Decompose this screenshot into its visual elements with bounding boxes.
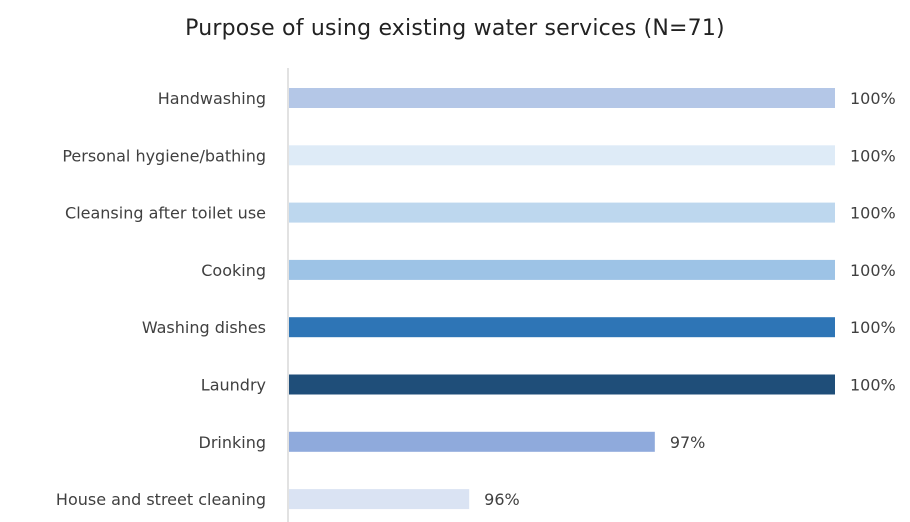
bar-laundry [289, 374, 835, 395]
category-label: House and street cleaning [56, 490, 266, 509]
category-label: Drinking [199, 433, 267, 452]
category-label: Laundry [201, 376, 266, 395]
data-label: 100% [850, 89, 896, 108]
data-label: 100% [850, 204, 896, 223]
bar-cooking [289, 259, 835, 280]
data-label: 97% [670, 433, 706, 452]
labels-layer: Handwashing 100% Personal hygiene/bathing 1… [56, 89, 896, 509]
bar-house-and-street-cleaning [289, 489, 470, 510]
data-label: 100% [850, 146, 896, 165]
bar-washing-dishes [289, 317, 835, 338]
category-label: Handwashing [158, 89, 266, 108]
category-label: Cooking [201, 261, 266, 280]
bar-handwashing [289, 88, 835, 108]
chart-title: Purpose of using existing water services… [185, 16, 725, 41]
bar-drinking [289, 431, 655, 452]
bar-cleansing-after-toilet-use [289, 202, 835, 223]
data-label: 100% [850, 318, 896, 337]
category-label: Washing dishes [142, 318, 266, 337]
bar-personal-hygiene-bathing [289, 145, 835, 166]
category-label: Cleansing after toilet use [65, 204, 266, 223]
data-label: 100% [850, 376, 896, 395]
bars-layer [289, 88, 835, 510]
category-label: Personal hygiene/bathing [62, 146, 266, 165]
data-label: 100% [850, 261, 896, 280]
data-label: 96% [484, 490, 520, 509]
